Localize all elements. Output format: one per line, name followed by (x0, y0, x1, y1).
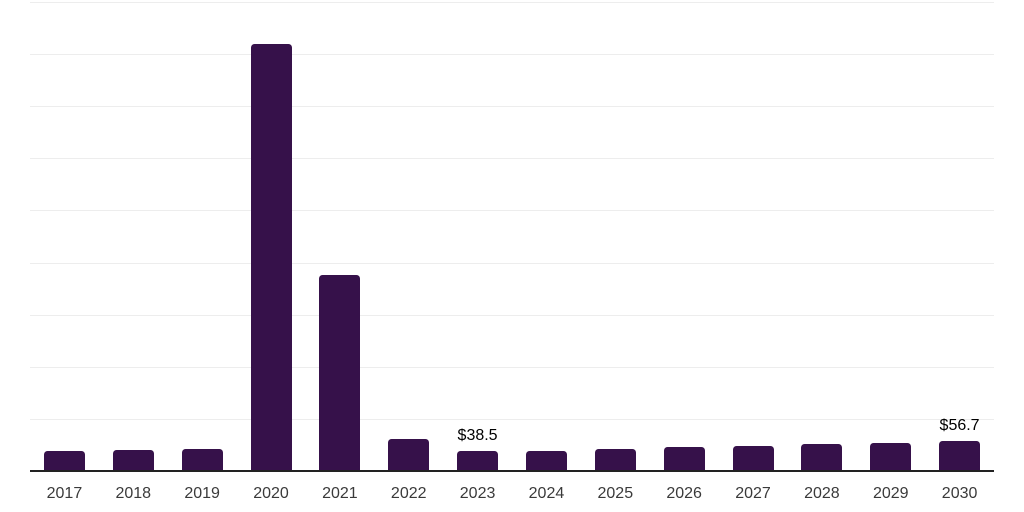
x-tick-label-2017: 2017 (46, 485, 83, 502)
gridline-300 (30, 314, 994, 316)
bar-value-label-2023: $38.5 (457, 426, 498, 444)
bar-2020 (250, 43, 292, 471)
bar-2019 (181, 448, 223, 471)
bar-2027 (732, 446, 774, 471)
x-tick-label-2026: 2026 (666, 485, 702, 502)
gridline-800 (30, 54, 994, 56)
x-axis-tick-labels: 2017 2018 2019 2020 2021 2022 2023 2024 2025 2026… (30, 484, 994, 504)
bar-2017 (43, 451, 85, 471)
x-tick-label-2028: 2028 (804, 485, 840, 502)
x-tick-label-2019: 2019 (184, 485, 220, 502)
bar-2018 (112, 449, 154, 471)
x-tick-label-2030: 2030 (941, 485, 978, 502)
gridline-900 (30, 2, 994, 3)
plot-area: $38.5 $56.7 (30, 2, 994, 471)
x-tick-label-2020: 2020 (253, 485, 289, 502)
bar-2030 (939, 441, 981, 471)
bar-2022 (388, 438, 430, 471)
x-tick-label-2025: 2025 (597, 485, 634, 502)
bar-2024 (525, 451, 567, 471)
bar-2028 (801, 444, 843, 471)
gridline-700 (30, 106, 994, 108)
x-tick-label-2021: 2021 (322, 485, 358, 502)
bar-value-label-2030: $56.7 (939, 417, 980, 435)
bar-2026 (663, 447, 705, 471)
bar-2025 (594, 449, 636, 471)
x-tick-label-2018: 2018 (115, 485, 152, 502)
x-tick-label-2029: 2029 (872, 485, 909, 502)
x-axis-line (30, 470, 994, 472)
gridline-500 (30, 210, 994, 212)
bar-2029 (870, 443, 912, 471)
x-tick-label-2022: 2022 (390, 485, 427, 502)
gridline-100 (30, 418, 994, 420)
x-tick-label-2023: 2023 (459, 485, 496, 502)
gridline-600 (30, 158, 994, 160)
gridline-400 (30, 262, 994, 264)
gridline-200 (30, 366, 994, 368)
x-tick-label-2027: 2027 (735, 485, 771, 502)
x-tick-label-2024: 2024 (528, 485, 565, 502)
bar-2023 (457, 450, 499, 471)
bar-2021 (319, 274, 361, 471)
